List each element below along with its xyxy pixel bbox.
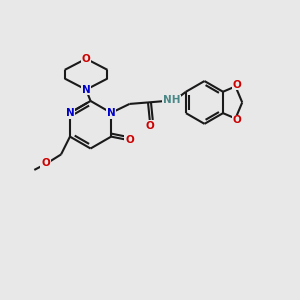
Text: N: N	[66, 108, 74, 118]
Text: O: O	[233, 80, 242, 90]
Text: O: O	[82, 54, 91, 64]
Text: O: O	[41, 158, 50, 168]
Text: NH: NH	[163, 95, 181, 105]
Text: O: O	[233, 115, 242, 125]
Text: N: N	[82, 85, 91, 95]
Text: N: N	[107, 108, 116, 118]
Text: O: O	[125, 135, 134, 145]
Text: O: O	[146, 121, 154, 130]
